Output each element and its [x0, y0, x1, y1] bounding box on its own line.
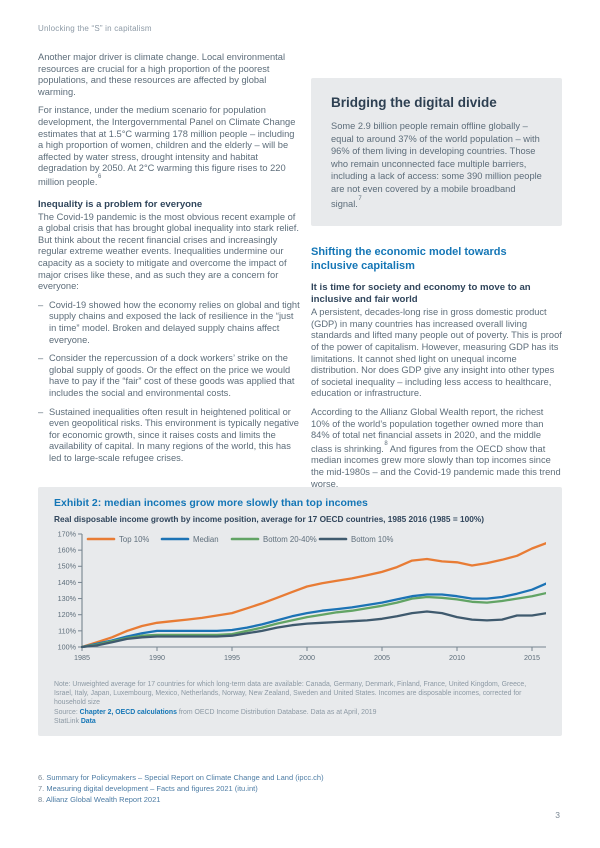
svg-text:1985: 1985: [74, 653, 90, 662]
exhibit-subtitle: Real disposable income growth by income …: [54, 514, 484, 524]
callout-title: Bridging the digital divide: [331, 95, 497, 110]
svg-text:130%: 130%: [58, 594, 77, 603]
left-column: Another major driver is climate change. …: [38, 52, 300, 472]
paragraph-text: A persistent, decades-long rise in gross…: [311, 307, 562, 399]
paragraph-text: And figures from the OECD show that medi…: [311, 443, 561, 489]
footnote-ref-8: 8: [384, 440, 388, 447]
bullet-text: Covid-19 showed how the economy relies o…: [49, 299, 300, 345]
bullet-text: Sustained inequalities often result in h…: [49, 406, 299, 463]
svg-text:2015: 2015: [524, 653, 540, 662]
section-subheading: It is time for society and economy to mo…: [311, 282, 531, 306]
footnote-number: 6.: [38, 773, 45, 782]
svg-text:Top 10%: Top 10%: [119, 535, 149, 544]
footnote-line: 6. Summary for Policymakers – Special Re…: [38, 772, 324, 783]
callout-body: Some 2.9 billion people remain offline g…: [331, 120, 542, 210]
footnote-ref-6: 6: [97, 173, 102, 180]
svg-text:2005: 2005: [374, 653, 390, 662]
footnotes-block: 6. Summary for Policymakers – Special Re…: [38, 772, 324, 805]
bullet-text: Consider the repercussion of a dock work…: [49, 353, 295, 398]
exhibit2-line-chart: 100% 110% 120% 130% 140% 150% 160% 170% 1985 1990…: [58, 529, 546, 662]
svg-text:1995: 1995: [224, 653, 240, 662]
paragraph-text: The Covid-19 pandemic is the most obviou…: [38, 211, 299, 292]
svg-text:1990: 1990: [149, 653, 165, 662]
svg-text:Bottom 20-40%: Bottom 20-40%: [263, 535, 317, 544]
exhibit-note: Note: Unweighted average for 17 countrie…: [54, 681, 527, 707]
footnote-link[interactable]: Summary for Policymakers – Special Repor…: [46, 773, 324, 782]
statlink-label: StatLink: [54, 717, 81, 725]
exhibit-title: Exhibit 2: median incomes grow more slow…: [54, 497, 368, 509]
subsection-heading: Inequality is a problem for everyone: [38, 198, 203, 210]
svg-text:2010: 2010: [449, 653, 465, 662]
body-paragraph: According to the Allianz Global Wealth r…: [311, 407, 562, 490]
bullet-dash: –: [38, 299, 44, 310]
source-suffix: from OECD Income Distribution Database. …: [176, 708, 377, 716]
svg-text:2000: 2000: [299, 653, 315, 662]
footnote-line: 7. Measuring digital development – Facts…: [38, 783, 324, 794]
footnote-ref-7: 7: [358, 195, 362, 202]
svg-text:140%: 140%: [58, 578, 77, 587]
svg-text:100%: 100%: [58, 642, 77, 651]
bullet-dash: –: [38, 406, 44, 417]
svg-text:Bottom 10%: Bottom 10%: [351, 535, 394, 544]
exhibit-statlink: StatLink Data: [54, 717, 546, 726]
paragraph-text: For instance, under the medium scenario …: [38, 105, 296, 188]
source-prefix: Source:: [54, 708, 80, 716]
paragraph-text: Some 2.9 billion people remain offline g…: [331, 121, 542, 209]
page-number: 3: [555, 810, 560, 820]
right-column: Bridging the digital divide Some 2.9 bil…: [311, 78, 562, 497]
svg-text:160%: 160%: [58, 546, 77, 555]
body-paragraph: Another major driver is climate change. …: [38, 52, 300, 98]
footnote-line: 8. Allianz Global Wealth Report 2021: [38, 794, 324, 805]
footnote-number: 8.: [38, 795, 45, 804]
bullet-item: – Consider the repercussion of a dock wo…: [38, 353, 300, 399]
svg-text:120%: 120%: [58, 610, 77, 619]
svg-text:170%: 170%: [58, 529, 77, 538]
statlink-data-link[interactable]: Data: [80, 717, 96, 725]
exhibit-source: Source: Chapter 2, OECD calculations fro…: [54, 708, 546, 717]
body-paragraph: For instance, under the medium scenario …: [38, 105, 300, 188]
source-link[interactable]: Chapter 2, OECD calculations: [79, 708, 177, 716]
bullet-item: – Covid-19 showed how the economy relies…: [38, 300, 300, 346]
svg-text:Median: Median: [193, 535, 219, 544]
body-paragraph: A persistent, decades-long rise in gross…: [311, 307, 562, 400]
svg-text:110%: 110%: [58, 626, 76, 635]
footnote-number: 7.: [38, 784, 45, 793]
digital-divide-callout: Bridging the digital divide Some 2.9 bil…: [311, 78, 562, 227]
paragraph-text: According to the Allianz Global Wealth r…: [311, 407, 544, 454]
footnote-link[interactable]: Measuring digital development – Facts an…: [46, 784, 258, 793]
bullet-dash: –: [38, 353, 44, 364]
exhibit2-panel: Exhibit 2: median incomes grow more slow…: [38, 487, 562, 737]
paragraph-text: Another major driver is climate change. …: [38, 52, 286, 97]
footnote-link[interactable]: Allianz Global Wealth Report 2021: [45, 795, 161, 804]
body-paragraph: The Covid-19 pandemic is the most obviou…: [38, 212, 300, 293]
bullet-item: – Sustained inequalities often result in…: [38, 407, 300, 465]
running-header: Unlocking the “S” in capitalism: [38, 24, 152, 33]
svg-text:150%: 150%: [58, 562, 77, 571]
section-heading: Shifting the economic model towards incl…: [311, 246, 507, 272]
